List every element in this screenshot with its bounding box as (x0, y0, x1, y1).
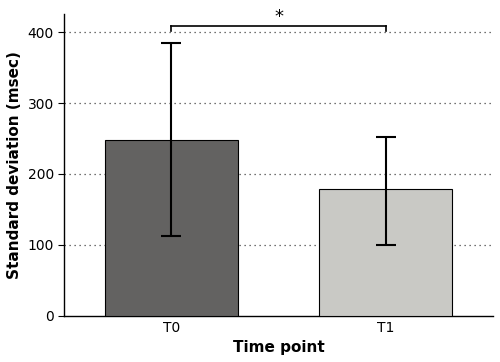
Y-axis label: Standard deviation (msec): Standard deviation (msec) (7, 51, 22, 279)
X-axis label: Time point: Time point (233, 340, 324, 355)
Bar (105, 140, 238, 316)
Bar (320, 189, 452, 316)
Text: *: * (274, 8, 283, 26)
